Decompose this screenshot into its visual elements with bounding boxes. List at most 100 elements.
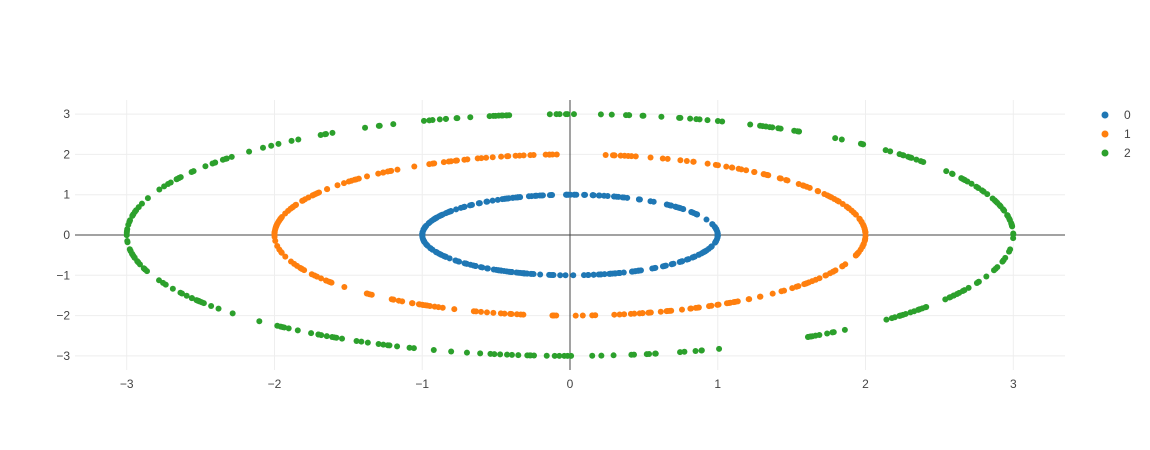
data-point: [630, 351, 637, 358]
data-point: [983, 273, 990, 280]
data-point: [315, 331, 322, 338]
data-point: [490, 309, 497, 316]
data-point: [676, 204, 683, 211]
data-point: [358, 338, 365, 345]
data-point: [620, 269, 627, 276]
data-point: [636, 196, 643, 203]
data-point: [823, 272, 830, 279]
data-point: [973, 279, 980, 286]
data-point: [598, 352, 605, 359]
data-point: [436, 116, 443, 123]
data-point: [256, 318, 263, 325]
y-tick-label: −3: [56, 349, 70, 363]
data-point: [308, 330, 315, 337]
data-point: [477, 350, 484, 357]
series-0: [419, 191, 721, 279]
data-point: [489, 154, 496, 161]
data-point: [169, 285, 176, 292]
data-point: [156, 277, 163, 284]
data-point: [388, 296, 395, 303]
data-point: [632, 268, 639, 275]
data-point: [478, 308, 485, 315]
data-point: [380, 169, 387, 176]
data-point: [689, 254, 696, 261]
data-point: [778, 288, 785, 295]
legend-item-1[interactable]: 1: [1101, 127, 1132, 141]
data-point: [805, 333, 812, 340]
data-point: [222, 155, 229, 162]
data-point: [707, 244, 714, 251]
data-point: [518, 270, 525, 277]
data-point: [756, 293, 763, 300]
data-point: [416, 301, 423, 308]
data-point: [806, 184, 813, 191]
data-points: [123, 111, 1017, 359]
data-point: [746, 296, 753, 303]
data-point: [368, 291, 375, 298]
data-point: [124, 239, 131, 246]
data-point: [429, 117, 436, 124]
data-point: [123, 229, 130, 236]
data-point: [777, 175, 784, 182]
data-point: [859, 141, 866, 148]
data-point: [800, 182, 807, 189]
data-point: [514, 194, 521, 201]
data-point: [715, 301, 722, 308]
data-point: [829, 329, 836, 336]
data-point: [703, 216, 710, 223]
data-point: [650, 198, 657, 205]
data-point: [517, 311, 524, 318]
data-point: [1006, 248, 1013, 255]
data-point: [824, 192, 831, 199]
data-point: [131, 208, 138, 215]
data-point: [475, 200, 482, 207]
data-point: [311, 272, 318, 279]
data-point: [681, 348, 688, 355]
data-point: [259, 144, 266, 151]
data-point: [339, 335, 346, 342]
data-point: [657, 308, 664, 315]
data-point: [734, 298, 741, 305]
data-point: [601, 192, 608, 199]
data-point: [564, 191, 571, 198]
data-point: [738, 166, 745, 173]
data-point: [617, 152, 624, 159]
data-point: [461, 156, 468, 163]
data-point: [994, 264, 1001, 271]
data-point: [196, 298, 203, 305]
legend-item-2[interactable]: 2: [1101, 146, 1132, 160]
data-point: [769, 124, 776, 131]
data-point: [1010, 235, 1017, 242]
data-point: [663, 308, 670, 315]
data-point: [570, 272, 577, 279]
data-point: [882, 147, 889, 154]
legend[interactable]: 0 1 2: [1101, 108, 1132, 160]
data-point: [426, 302, 433, 309]
data-point: [709, 221, 716, 228]
data-point: [714, 118, 721, 125]
data-point: [272, 237, 279, 244]
data-point: [658, 113, 665, 120]
legend-label: 1: [1124, 127, 1131, 141]
data-point: [229, 310, 236, 317]
data-point: [483, 154, 490, 161]
y-tick-label: −1: [56, 268, 70, 282]
x-tick-label: 2: [862, 377, 869, 391]
data-point: [411, 163, 418, 170]
data-point: [1008, 220, 1015, 227]
data-point: [830, 268, 837, 275]
data-point: [288, 137, 295, 144]
data-point: [556, 352, 563, 359]
data-point: [549, 192, 556, 198]
legend-item-0[interactable]: 0: [1101, 108, 1132, 122]
legend-marker: [1101, 149, 1109, 157]
data-point: [497, 351, 504, 358]
data-point: [973, 183, 980, 190]
data-point: [852, 252, 859, 259]
data-point: [331, 334, 338, 341]
data-point: [643, 351, 650, 358]
data-point: [440, 252, 447, 259]
data-point: [922, 304, 929, 311]
data-point: [841, 326, 848, 333]
data-point: [454, 115, 461, 122]
